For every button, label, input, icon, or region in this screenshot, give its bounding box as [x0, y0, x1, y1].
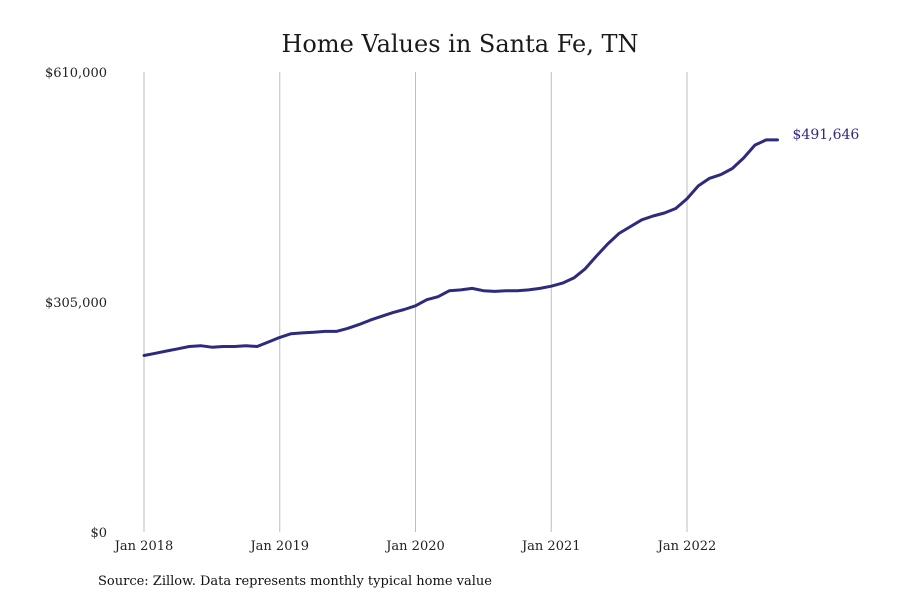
y-axis-ticks: $610,000 $305,000 $0 — [45, 66, 107, 541]
x-tick-label: Jan 2020 — [384, 539, 445, 554]
x-axis-ticks: Jan 2018 Jan 2019 Jan 2020 Jan 2021 Jan 2022 — [113, 539, 717, 554]
x-tick-label: Jan 2018 — [113, 539, 174, 554]
y-tick-label: $0 — [90, 526, 107, 541]
y-tick-label: $610,000 — [45, 66, 107, 81]
series-layer — [142, 138, 779, 357]
y-tick-label: $305,000 — [45, 296, 107, 311]
x-tick-label: Jan 2022 — [656, 539, 717, 554]
series-line — [142, 138, 779, 357]
source-note: Source: Zillow. Data represents monthly … — [98, 574, 492, 589]
x-tick-label: Jan 2019 — [248, 539, 309, 554]
end-value-label: $491,646 — [793, 127, 860, 143]
chart-title: Home Values in Santa Fe, TN — [281, 30, 638, 58]
grid — [143, 72, 688, 532]
x-tick-label: Jan 2021 — [520, 539, 581, 554]
